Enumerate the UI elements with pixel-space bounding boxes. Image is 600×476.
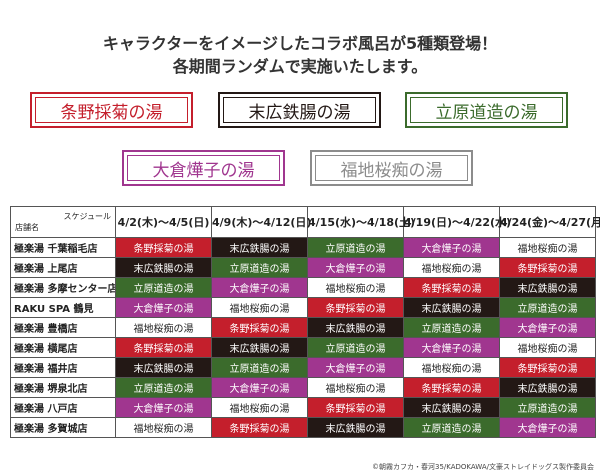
- bath-cell: 立原道造の湯: [115, 277, 212, 298]
- bath-cell: 大倉燁子の湯: [403, 237, 500, 258]
- bath-cell: 条野採菊の湯: [403, 377, 500, 398]
- bath-cell: 福地桜痴の湯: [403, 357, 500, 378]
- corner: スケジュール店舗名: [11, 211, 115, 233]
- bath-cell: 福地桜痴の湯: [307, 277, 404, 298]
- bath-cell: 立原道造の湯: [499, 397, 596, 418]
- bath-cell: 条野採菊の湯: [115, 237, 212, 258]
- bath-cell: 条野採菊の湯: [499, 357, 596, 378]
- bath-cell: 条野採菊の湯: [403, 277, 500, 298]
- bath-cell: 立原道造の湯: [211, 357, 308, 378]
- bath-cell: 大倉燁子の湯: [307, 357, 404, 378]
- bath-cell: 末広鉄腸の湯: [211, 337, 308, 358]
- table-row: 極楽湯 堺泉北店 立原道造の湯 大倉燁子の湯 福地桜痴の湯 条野採菊の湯 末広鉄腸の湯: [10, 377, 596, 398]
- bath-cell: 立原道造の湯: [307, 237, 404, 258]
- bath-cell: 条野採菊の湯: [211, 417, 308, 438]
- bath-cell: 福地桜痴の湯: [211, 397, 308, 418]
- store-name: 極楽湯 多賀城店: [10, 417, 116, 438]
- bath-cell: 立原道造の湯: [211, 257, 308, 278]
- bath-cell: 大倉燁子の湯: [115, 397, 212, 418]
- bath-cell: 立原道造の湯: [403, 317, 500, 338]
- bath-label: 末広鉄腸の湯: [218, 92, 381, 128]
- bath-cell: 福地桜痴の湯: [499, 237, 596, 258]
- bath-cell: 立原道造の湯: [115, 377, 212, 398]
- corner-cell: スケジュール店舗名: [10, 206, 116, 238]
- period-header: 4/9(木)～4/12(日): [211, 206, 311, 238]
- bath-cell: 末広鉄腸の湯: [307, 417, 404, 438]
- table-row: RAKU SPA 鶴見 大倉燁子の湯 福地桜痴の湯 条野採菊の湯 末広鉄腸の湯 立原道造の…: [10, 297, 596, 318]
- schedule-table: スケジュール 店舗名 4/2(木)～4/5(日) 4/9(木)～4/12(日) 4/15…: [10, 206, 600, 438]
- bath-cell: 条野採菊の湯: [211, 317, 308, 338]
- bath-cell: 福地桜痴の湯: [115, 417, 212, 438]
- store-name: 極楽湯 横尾店: [10, 337, 116, 358]
- header-line: キャラクターをイメージしたコラボ風呂が5種類登場！: [102, 34, 498, 53]
- bath-cell: 立原道造の湯: [499, 297, 596, 318]
- bath-label: 条野採菊の湯: [30, 92, 193, 128]
- bath-cell: 福地桜痴の湯: [115, 317, 212, 338]
- store-name: RAKU SPA 鶴見: [10, 297, 116, 318]
- bath-cell: 条野採菊の湯: [499, 257, 596, 278]
- corner-bottom: 店舗名: [15, 223, 39, 232]
- table-row: 極楽湯 上尾店 末広鉄腸の湯 立原道造の湯 大倉燁子の湯 福地桜痴の湯 条野採菊の湯: [10, 257, 596, 278]
- bath-cell: 大倉燁子の湯: [403, 337, 500, 358]
- bath-cell: 大倉燁子の湯: [211, 277, 308, 298]
- store-name: 極楽湯 千葉稲毛店: [10, 237, 116, 258]
- bath-label: 大倉燁子の湯: [122, 150, 285, 186]
- period-header: 4/19(日)～4/22(水): [403, 206, 511, 238]
- bath-label: 福地桜痴の湯: [310, 150, 473, 186]
- store-name: 極楽湯 福井店: [10, 357, 116, 378]
- bath-cell: 大倉燁子の湯: [499, 317, 596, 338]
- bath-cell: 立原道造の湯: [307, 337, 404, 358]
- store-name: 極楽湯 上尾店: [10, 257, 116, 278]
- bath-label: 立原道造の湯: [405, 92, 568, 128]
- header-line: 各期間ランダムで実施いたします。: [172, 57, 428, 76]
- period-header: 4/24(金)～4/27(月): [499, 206, 600, 238]
- store-name: 極楽湯 八戸店: [10, 397, 116, 418]
- bath-cell: 福地桜痴の湯: [307, 377, 404, 398]
- bath-cell: 末広鉄腸の湯: [499, 377, 596, 398]
- table-row: 極楽湯 横尾店 条野採菊の湯 末広鉄腸の湯 立原道造の湯 大倉燁子の湯 福地桜痴の湯: [10, 337, 596, 358]
- bath-cell: 大倉燁子の湯: [499, 417, 596, 438]
- bath-cell: 大倉燁子の湯: [211, 377, 308, 398]
- store-name: 極楽湯 堺泉北店: [10, 377, 116, 398]
- period-header: 4/15(水)～4/18(土): [307, 206, 415, 238]
- table-row: 極楽湯 多賀城店 福地桜痴の湯 条野採菊の湯 末広鉄腸の湯 立原道造の湯 大倉燁子の湯: [10, 417, 596, 438]
- period-header: 4/2(木)～4/5(日): [115, 206, 212, 238]
- header-row: スケジュール 店舗名 4/2(木)～4/5(日) 4/9(木)～4/12(日) 4/15…: [10, 206, 600, 238]
- table-row: 極楽湯 福井店 末広鉄腸の湯 立原道造の湯 大倉燁子の湯 福地桜痴の湯 条野採菊の湯: [10, 357, 596, 378]
- bath-cell: 末広鉄腸の湯: [307, 317, 404, 338]
- bath-cell: 末広鉄腸の湯: [499, 277, 596, 298]
- copyright: ©朝霧カフカ・春河35/KADOKAWA/文豪ストレイドッグス製作委員会: [372, 463, 594, 471]
- bath-cell: 福地桜痴の湯: [499, 337, 596, 358]
- bath-cell: 末広鉄腸の湯: [403, 297, 500, 318]
- bath-cell: 末広鉄腸の湯: [211, 237, 308, 258]
- bath-cell: 大倉燁子の湯: [115, 297, 212, 318]
- table-row: 極楽湯 豊橋店 福地桜痴の湯 条野採菊の湯 末広鉄腸の湯 立原道造の湯 大倉燁子の湯: [10, 317, 596, 338]
- bath-cell: 条野採菊の湯: [115, 337, 212, 358]
- table-row: 極楽湯 八戸店 大倉燁子の湯 福地桜痴の湯 条野採菊の湯 末広鉄腸の湯 立原道造の湯: [10, 397, 596, 418]
- store-name: 極楽湯 豊橋店: [10, 317, 116, 338]
- table-row: 極楽湯 多摩センター店 立原道造の湯 大倉燁子の湯 福地桜痴の湯 条野採菊の湯 末広鉄腸の…: [10, 277, 596, 298]
- bath-cell: 条野採菊の湯: [307, 397, 404, 418]
- bath-cell: 条野採菊の湯: [307, 297, 404, 318]
- bath-cell: 福地桜痴の湯: [403, 257, 500, 278]
- corner-top: スケジュール: [63, 212, 111, 221]
- bath-cell: 大倉燁子の湯: [307, 257, 404, 278]
- bath-cell: 福地桜痴の湯: [211, 297, 308, 318]
- bath-cell: 立原道造の湯: [403, 417, 500, 438]
- bath-cell: 末広鉄腸の湯: [115, 257, 212, 278]
- store-name: 極楽湯 多摩センター店: [10, 277, 116, 298]
- bath-cell: 末広鉄腸の湯: [115, 357, 212, 378]
- table-row: 極楽湯 千葉稲毛店 条野採菊の湯 末広鉄腸の湯 立原道造の湯 大倉燁子の湯 福地桜痴の湯: [10, 237, 596, 258]
- bath-cell: 末広鉄腸の湯: [403, 397, 500, 418]
